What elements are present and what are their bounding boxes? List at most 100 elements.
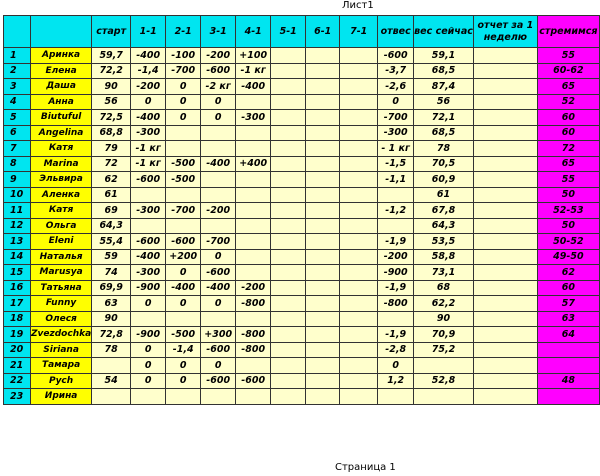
data-cell[interactable]: -700 [200,233,237,250]
goal-cell[interactable]: 50 [536,217,600,234]
data-cell[interactable] [305,372,341,389]
data-cell[interactable] [305,279,341,296]
data-cell[interactable]: -600 [200,62,237,79]
data-cell[interactable]: 59 [91,248,132,265]
row-number-cell[interactable]: 4 [3,93,31,110]
name-cell[interactable]: Татьяна [29,279,93,296]
data-cell[interactable] [339,217,379,234]
data-cell[interactable] [270,357,307,374]
data-cell[interactable]: 72,5 [91,109,132,126]
data-cell[interactable]: 0 [200,93,237,110]
data-cell[interactable]: -1,1 [377,171,415,188]
data-cell[interactable]: 1,2 [377,372,415,389]
data-cell[interactable] [200,388,237,405]
data-cell[interactable] [472,186,538,203]
data-cell[interactable] [339,155,379,172]
name-cell[interactable]: Funny [29,295,93,312]
data-cell[interactable] [270,78,307,95]
data-cell[interactable]: -2 кг [200,78,237,95]
data-cell[interactable] [377,310,415,327]
data-cell[interactable] [130,186,167,203]
data-cell[interactable] [377,388,415,405]
data-cell[interactable] [472,93,538,110]
goal-cell[interactable]: 50 [536,186,600,203]
data-cell[interactable] [339,310,379,327]
data-cell[interactable]: 90 [91,78,132,95]
goal-cell[interactable]: 60 [536,109,600,126]
name-cell[interactable]: Marusya [29,264,93,281]
name-cell[interactable]: Angelina [29,124,93,141]
data-cell[interactable] [339,62,379,79]
data-cell[interactable] [270,233,307,250]
data-cell[interactable] [305,357,341,374]
data-cell[interactable]: 72,2 [91,62,132,79]
data-cell[interactable]: -2,6 [377,78,415,95]
data-cell[interactable]: 0 [165,295,202,312]
row-number-cell[interactable]: 15 [3,264,31,281]
data-cell[interactable] [472,372,538,389]
data-cell[interactable]: -800 [235,341,272,358]
name-cell[interactable]: Анна [29,93,93,110]
data-cell[interactable]: 0 [165,93,202,110]
data-cell[interactable] [339,171,379,188]
column-header[interactable]: отчет за 1 неделю [472,15,538,48]
goal-cell[interactable] [536,388,600,405]
data-cell[interactable]: 0 [200,248,237,265]
data-cell[interactable] [413,388,474,405]
name-cell[interactable]: Zvezdochka [29,326,93,343]
goal-cell[interactable]: 62 [536,264,600,281]
data-cell[interactable]: 73,1 [413,264,474,281]
goal-cell[interactable]: 52 [536,93,600,110]
data-cell[interactable] [339,47,379,64]
data-cell[interactable]: 59,1 [413,47,474,64]
data-cell[interactable] [270,372,307,389]
data-cell[interactable]: 72,1 [413,109,474,126]
row-number-cell[interactable]: 2 [3,62,31,79]
data-cell[interactable]: -200 [235,279,272,296]
row-number-cell[interactable]: 7 [3,140,31,157]
name-cell[interactable]: Даша [29,78,93,95]
row-number-cell[interactable]: 21 [3,357,31,374]
row-number-cell[interactable]: 11 [3,202,31,219]
data-cell[interactable]: -1,2 [377,202,415,219]
data-cell[interactable]: -600 [377,47,415,64]
data-cell[interactable]: 70,5 [413,155,474,172]
data-cell[interactable]: 87,4 [413,78,474,95]
data-cell[interactable] [270,295,307,312]
data-cell[interactable]: 0 [130,372,167,389]
data-cell[interactable]: -700 [165,202,202,219]
data-cell[interactable] [270,186,307,203]
data-cell[interactable]: 68,5 [413,124,474,141]
data-cell[interactable] [339,124,379,141]
data-cell[interactable]: -600 [130,171,167,188]
goal-cell[interactable]: 63 [536,310,600,327]
data-cell[interactable] [200,217,237,234]
data-cell[interactable] [472,326,538,343]
column-header[interactable]: 3-1 [200,15,237,48]
goal-cell[interactable]: 60 [536,124,600,141]
row-number-cell[interactable]: 18 [3,310,31,327]
data-cell[interactable]: 0 [200,109,237,126]
data-cell[interactable]: 78 [91,341,132,358]
data-cell[interactable] [472,171,538,188]
data-cell[interactable]: +100 [235,47,272,64]
data-cell[interactable]: -1 кг [130,140,167,157]
goal-cell[interactable]: 49-50 [536,248,600,265]
goal-cell[interactable] [536,357,600,374]
data-cell[interactable] [200,140,237,157]
row-number-cell[interactable]: 23 [3,388,31,405]
name-cell[interactable]: Тамара [29,357,93,374]
row-number-cell[interactable]: 10 [3,186,31,203]
data-cell[interactable]: -900 [130,326,167,343]
data-cell[interactable] [305,202,341,219]
goal-cell[interactable]: 65 [536,78,600,95]
data-cell[interactable] [377,217,415,234]
data-cell[interactable]: -600 [235,372,272,389]
column-header[interactable]: отвес [377,15,415,48]
name-cell[interactable]: Аленка [29,186,93,203]
data-cell[interactable] [165,388,202,405]
data-cell[interactable] [235,171,272,188]
data-cell[interactable]: 0 [165,357,202,374]
data-cell[interactable] [339,295,379,312]
data-cell[interactable] [305,295,341,312]
